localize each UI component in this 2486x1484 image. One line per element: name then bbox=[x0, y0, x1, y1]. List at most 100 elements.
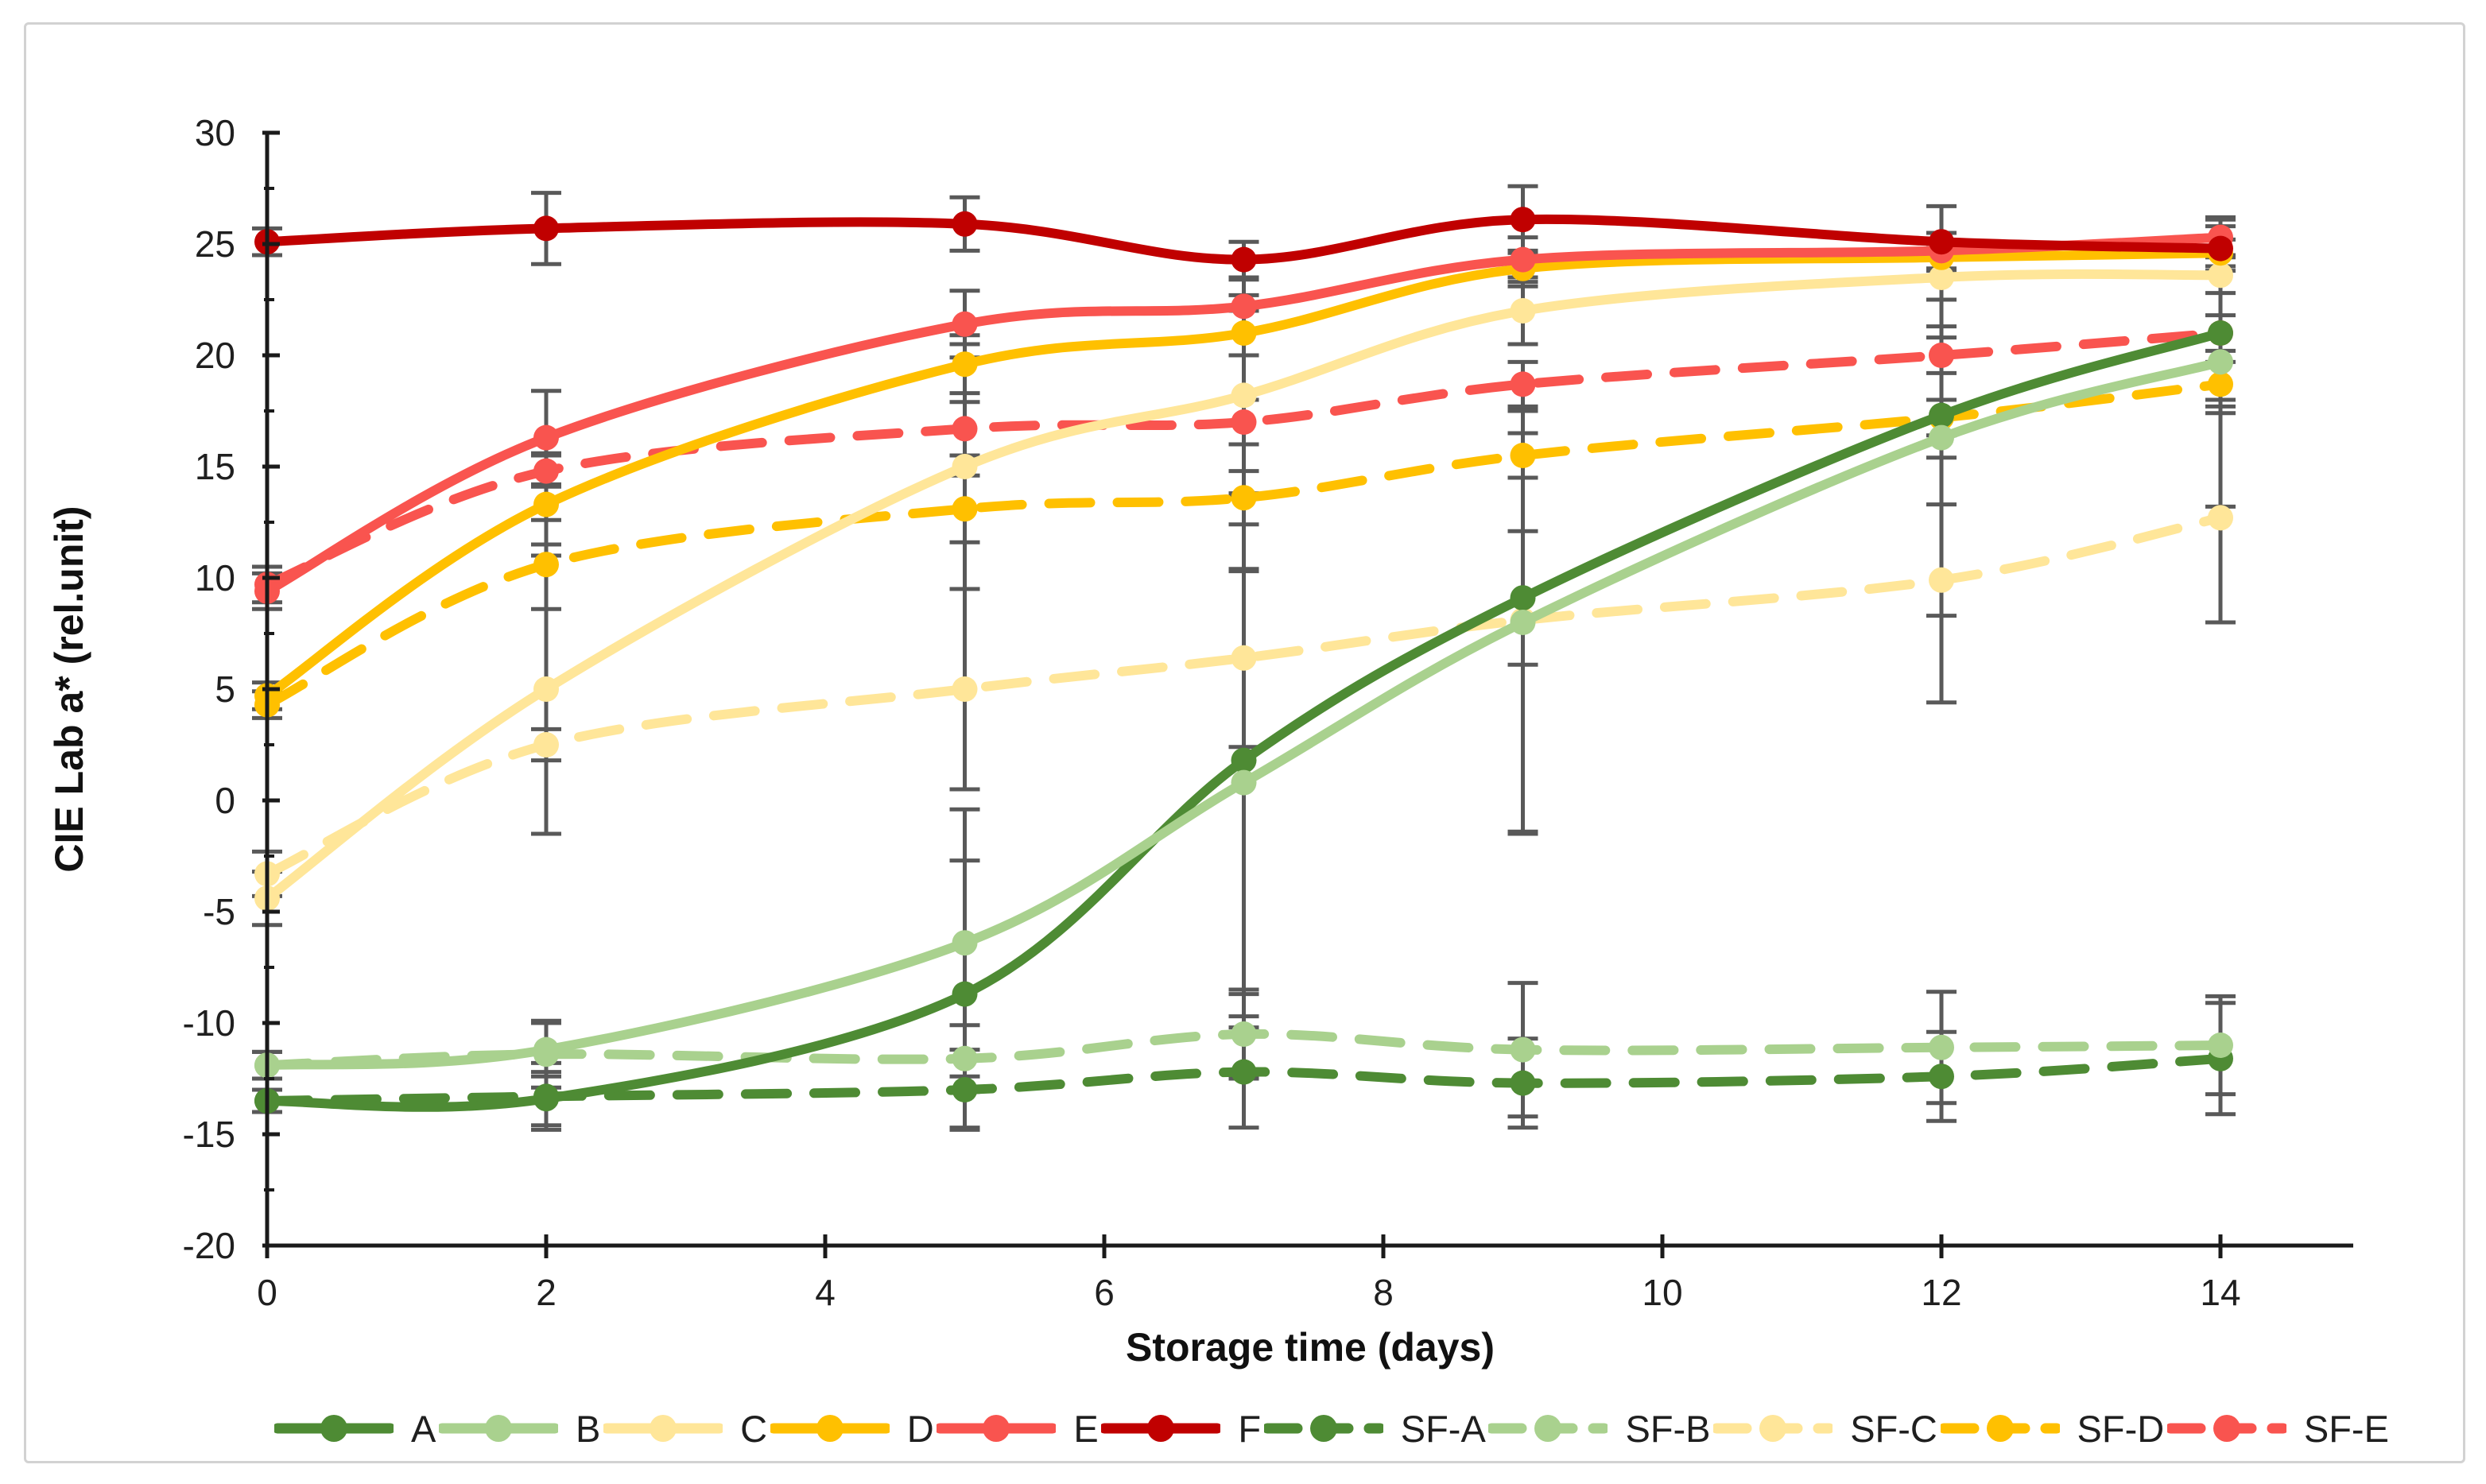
data-point-B-day7 bbox=[1231, 769, 1257, 796]
data-point-A-day14 bbox=[2208, 320, 2233, 346]
data-point-F-day12 bbox=[1929, 229, 1954, 255]
data-point-C-day14 bbox=[2208, 262, 2233, 289]
legend-item-E: E bbox=[937, 1407, 1099, 1451]
data-point-F-day7 bbox=[1231, 246, 1257, 273]
data-point-SF-B-day5 bbox=[952, 1045, 978, 1071]
y-tick-label: 5 bbox=[215, 668, 235, 710]
data-point-SF-C-day5 bbox=[952, 676, 978, 702]
data-point-SF-D-day5 bbox=[952, 496, 978, 522]
legend-label: SF-C bbox=[1850, 1407, 1937, 1450]
data-point-C-day2 bbox=[533, 676, 559, 702]
legend-label: SF-E bbox=[2303, 1407, 2389, 1450]
data-point-A-day7 bbox=[1231, 747, 1257, 773]
data-point-C-day12 bbox=[1929, 265, 1954, 290]
x-tick-label: 10 bbox=[1642, 1272, 1682, 1313]
legend-label: D bbox=[906, 1407, 934, 1450]
y-tick-label: 15 bbox=[195, 446, 235, 487]
data-point-SF-B-day7 bbox=[1231, 1021, 1257, 1047]
legend-item-B: B bbox=[439, 1407, 600, 1451]
legend-label: F bbox=[1238, 1407, 1262, 1450]
legend-swatch-icon bbox=[439, 1415, 559, 1442]
legend-swatch-icon bbox=[603, 1415, 723, 1442]
data-point-SF-E-day7 bbox=[1231, 409, 1257, 435]
data-point-SF-A-day5 bbox=[952, 1077, 978, 1102]
legend-item-C: C bbox=[603, 1407, 767, 1451]
data-point-SF-B-day14 bbox=[2208, 1033, 2233, 1058]
legend-label: E bbox=[1073, 1407, 1099, 1450]
data-point-D-day2 bbox=[533, 491, 559, 517]
y-tick-label: -20 bbox=[183, 1225, 235, 1266]
y-tick-label: 30 bbox=[195, 112, 235, 153]
series-E bbox=[254, 224, 2233, 604]
data-point-SF-D-day9 bbox=[1510, 443, 1536, 468]
data-point-A-day2 bbox=[533, 1086, 559, 1112]
y-tick-label: 20 bbox=[195, 335, 235, 376]
series-B bbox=[254, 349, 2233, 1079]
legend-item-F: F bbox=[1101, 1407, 1261, 1451]
y-tick-label: 0 bbox=[215, 780, 235, 821]
data-point-E-day5 bbox=[952, 311, 978, 337]
data-point-SF-D-day7 bbox=[1231, 485, 1257, 511]
legend-item-A: A bbox=[274, 1407, 436, 1451]
x-tick-label: 2 bbox=[536, 1272, 557, 1313]
series-C bbox=[254, 262, 2233, 912]
legend-swatch-icon bbox=[770, 1415, 890, 1442]
data-point-D-day7 bbox=[1231, 320, 1257, 346]
data-point-SF-E-day5 bbox=[952, 416, 978, 442]
legend-item-D: D bbox=[770, 1407, 934, 1451]
y-tick-label: 10 bbox=[195, 557, 235, 599]
data-point-F-day14 bbox=[2208, 235, 2233, 262]
data-point-B-day2 bbox=[533, 1036, 559, 1063]
legend-item-SF-C: SF-C bbox=[1713, 1407, 1937, 1451]
data-point-SF-E-day9 bbox=[1510, 371, 1536, 397]
data-point-SF-E-day12 bbox=[1929, 343, 1954, 368]
y-tick-label: -15 bbox=[183, 1114, 235, 1155]
series-layer bbox=[254, 207, 2233, 1114]
data-point-SF-C-day2 bbox=[533, 732, 559, 757]
legend-swatch-icon bbox=[1940, 1415, 2060, 1442]
legend-label: C bbox=[740, 1407, 768, 1450]
x-tick-label: 12 bbox=[1921, 1272, 1961, 1313]
data-point-B-day5 bbox=[952, 930, 978, 956]
legend-label: SF-B bbox=[1625, 1407, 1711, 1450]
y-tick-label: 25 bbox=[195, 223, 235, 265]
legend-item-SF-B: SF-B bbox=[1488, 1407, 1711, 1451]
data-point-SF-C-day7 bbox=[1231, 645, 1257, 671]
data-point-F-day2 bbox=[533, 215, 559, 242]
data-point-SF-B-day9 bbox=[1510, 1036, 1536, 1063]
legend-label: B bbox=[576, 1407, 601, 1450]
legend-label: SF-D bbox=[2077, 1407, 2165, 1450]
data-point-SF-E-day2 bbox=[533, 458, 559, 484]
y-axis-title: CIE Lab a* (rel.unit) bbox=[47, 506, 91, 872]
data-point-E-day7 bbox=[1231, 293, 1257, 320]
data-point-A-day9 bbox=[1510, 585, 1536, 611]
legend-swatch-icon bbox=[1713, 1415, 1833, 1442]
data-point-C-day5 bbox=[952, 454, 978, 479]
data-point-B-day14 bbox=[2208, 349, 2233, 375]
x-axis-title: Storage time (days) bbox=[1126, 1325, 1495, 1370]
data-point-SF-B-day12 bbox=[1929, 1034, 1954, 1060]
legend-swatch-icon bbox=[2166, 1415, 2286, 1442]
axes-layer: 30 25 20 15 10 5 0 -5 -10 -15 -20 0 2 4 6 8 10 12 14 bbox=[183, 112, 2353, 1313]
data-point-SF-D-day14 bbox=[2208, 371, 2233, 397]
legend-swatch-icon bbox=[937, 1415, 1057, 1442]
legend-item-SF-D: SF-D bbox=[1940, 1407, 2165, 1451]
data-point-D-day5 bbox=[952, 351, 978, 378]
x-tick-label: 6 bbox=[1094, 1272, 1115, 1313]
data-point-C-day7 bbox=[1231, 382, 1257, 409]
x-tick-label: 0 bbox=[257, 1272, 277, 1313]
data-point-SF-C-day14 bbox=[2208, 505, 2233, 531]
legend-swatch-icon bbox=[274, 1415, 394, 1442]
data-point-SF-C-day12 bbox=[1929, 567, 1954, 593]
data-point-B-day12 bbox=[1929, 424, 1954, 451]
data-point-B-day9 bbox=[1510, 610, 1536, 635]
y-tick-label: -10 bbox=[183, 1002, 235, 1044]
x-tick-label: 4 bbox=[815, 1272, 836, 1313]
data-point-SF-D-day2 bbox=[533, 552, 559, 578]
legend-item-SF-A: SF-A bbox=[1263, 1407, 1486, 1451]
legend: A B C D E F SF-A SF-B SF-C SF-D SF-E bbox=[274, 1393, 2389, 1464]
x-tick-label: 14 bbox=[2200, 1272, 2240, 1313]
legend-swatch-icon bbox=[1263, 1415, 1383, 1442]
data-point-A-day12 bbox=[1929, 402, 1954, 428]
